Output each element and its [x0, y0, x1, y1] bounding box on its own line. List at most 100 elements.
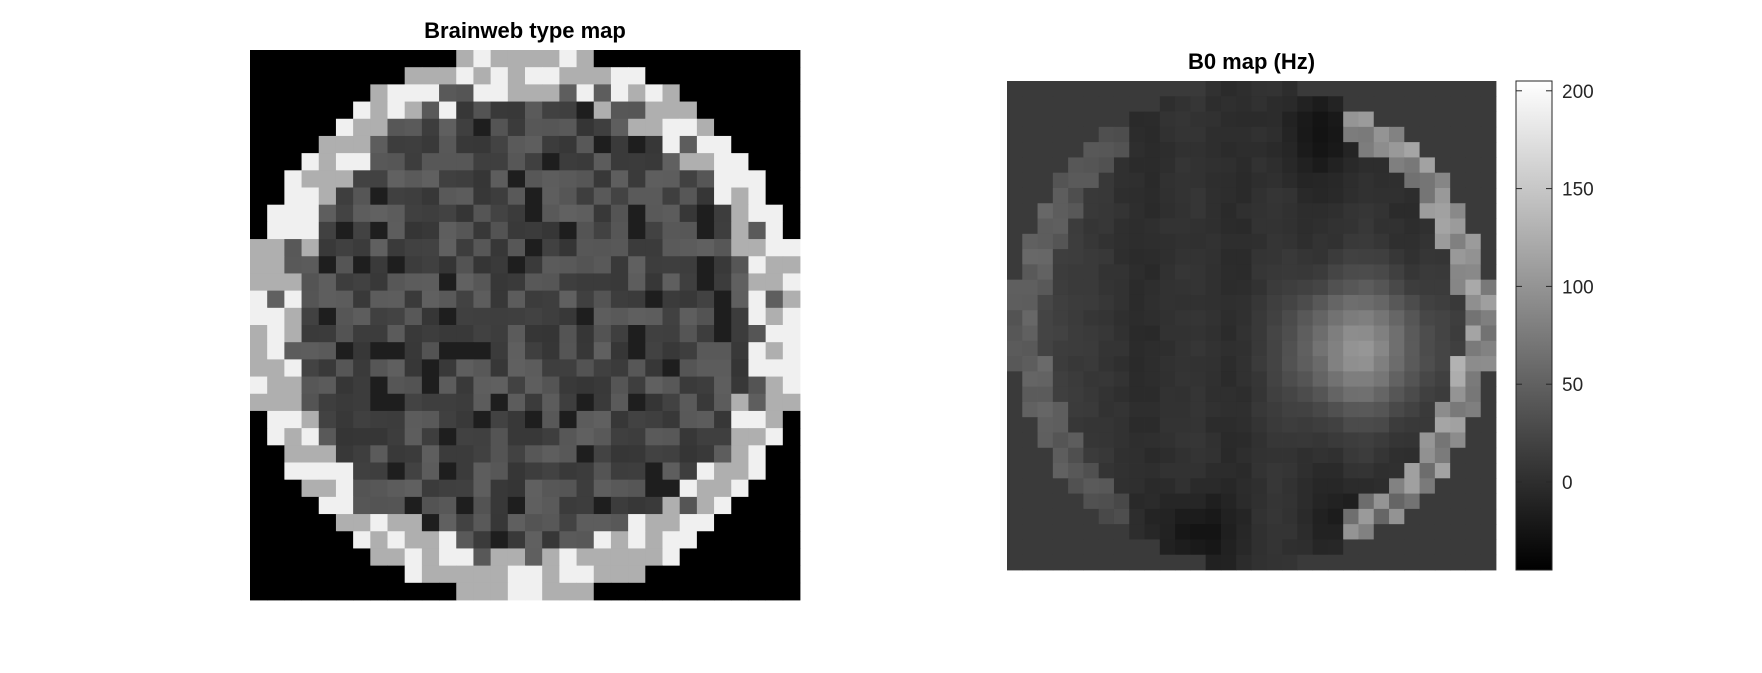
b0-map-voxel	[1419, 401, 1436, 418]
b0-map-voxel	[1373, 325, 1390, 342]
b0-map-voxel	[1266, 356, 1283, 372]
type-map-voxel	[782, 135, 801, 154]
type-map-voxel	[731, 548, 749, 567]
type-map-voxel	[507, 135, 526, 154]
type-map-voxel	[284, 101, 302, 120]
b0-map-voxel	[1373, 294, 1390, 311]
type-map-voxel	[318, 359, 337, 377]
type-map-voxel	[404, 582, 423, 601]
type-map-voxel	[748, 479, 767, 498]
type-map-voxel	[335, 479, 354, 498]
type-map-voxel	[370, 342, 388, 360]
type-map-voxel	[610, 67, 629, 85]
type-map-voxel	[748, 359, 767, 377]
b0-map-voxel	[1450, 554, 1466, 571]
b0-map-voxel	[1450, 524, 1466, 540]
type-map-voxel	[731, 376, 749, 395]
b0-map-voxel	[1465, 111, 1482, 128]
b0-map-voxel	[1404, 172, 1420, 189]
b0-map-voxel	[1052, 218, 1069, 235]
type-map-voxel	[439, 359, 457, 377]
type-map-voxel	[456, 50, 474, 68]
type-map-voxel	[525, 514, 543, 532]
b0-map-voxel	[1389, 386, 1405, 403]
b0-map-voxel	[1327, 187, 1344, 204]
type-map-voxel	[559, 170, 577, 188]
b0-map-voxel	[1343, 172, 1359, 189]
type-map-voxel	[301, 376, 320, 395]
b0-map-voxel	[1220, 233, 1237, 250]
b0-map-voxel	[1327, 340, 1344, 357]
type-map-voxel	[696, 118, 715, 137]
type-map-voxel	[542, 101, 560, 120]
type-map-voxel	[507, 514, 526, 532]
type-map-voxel	[576, 67, 595, 85]
b0-map-voxel	[1434, 172, 1451, 189]
b0-map-voxel	[1236, 371, 1252, 388]
b0-map-voxel	[1175, 187, 1191, 204]
type-map-voxel	[662, 118, 681, 137]
b0-map-voxel	[1282, 371, 1298, 388]
type-map-voxel	[404, 290, 423, 309]
type-map-voxel	[370, 496, 388, 515]
b0-map-voxel	[1297, 126, 1314, 143]
type-map-voxel	[507, 170, 526, 188]
b0-map-voxel	[1282, 524, 1298, 540]
b0-map-voxel	[1389, 157, 1405, 174]
b0-map-voxel	[1236, 356, 1252, 372]
type-map-voxel	[421, 359, 440, 377]
b0-map-voxel	[1129, 96, 1145, 112]
b0-map-voxel	[1419, 81, 1436, 97]
type-map-voxel	[628, 582, 646, 601]
type-map-voxel	[267, 273, 285, 292]
type-map-voxel	[267, 359, 285, 377]
type-map-voxel	[490, 582, 509, 601]
type-map-voxel	[490, 101, 509, 120]
b0-map-voxel	[1297, 81, 1314, 97]
b0-map-voxel	[1312, 142, 1329, 158]
b0-map-voxel	[1220, 157, 1237, 174]
b0-map-voxel	[1068, 81, 1084, 97]
type-map-voxel	[593, 531, 612, 549]
type-map-voxel	[456, 84, 474, 102]
b0-map-voxel	[1129, 463, 1145, 479]
b0-map-voxel	[1220, 463, 1237, 479]
b0-map-voxel	[1022, 81, 1038, 97]
b0-map-voxel	[1098, 126, 1115, 143]
b0-map-voxel	[1465, 157, 1482, 174]
b0-map-voxel	[1343, 96, 1359, 112]
type-map-voxel	[593, 170, 612, 188]
type-map-voxel	[714, 256, 732, 274]
b0-map-voxel	[1343, 432, 1359, 449]
type-map-voxel	[696, 239, 715, 257]
type-map-voxel	[714, 342, 732, 360]
type-map-voxel	[714, 221, 732, 240]
b0-map-voxel	[1083, 233, 1100, 250]
b0-map-voxel	[1419, 554, 1436, 571]
type-map-voxel	[593, 204, 612, 223]
type-map-voxel	[610, 187, 629, 206]
type-map-voxel	[696, 221, 715, 240]
type-map-voxel	[748, 221, 767, 240]
type-map-voxel	[404, 118, 423, 137]
type-map-voxel	[370, 135, 388, 154]
b0-map-voxel	[1007, 447, 1023, 464]
type-map-voxel	[473, 187, 492, 206]
type-map-voxel	[421, 170, 440, 188]
b0-map-voxel	[1083, 478, 1100, 494]
b0-map-voxel	[1083, 371, 1100, 388]
type-map-voxel	[456, 410, 474, 429]
type-map-voxel	[267, 187, 285, 206]
type-map-voxel	[576, 50, 595, 68]
type-map-voxel	[765, 565, 784, 584]
b0-map-voxel	[1465, 142, 1482, 158]
type-map-voxel	[748, 290, 767, 309]
b0-map-voxel	[1480, 325, 1497, 342]
b0-map-voxel	[1358, 493, 1375, 510]
b0-map-voxel	[1450, 249, 1466, 265]
type-map-voxel	[267, 153, 285, 171]
type-map-voxel	[490, 204, 509, 223]
type-map-voxel	[473, 101, 492, 120]
b0-map-voxel	[1098, 340, 1115, 357]
type-map-voxel	[456, 325, 474, 343]
